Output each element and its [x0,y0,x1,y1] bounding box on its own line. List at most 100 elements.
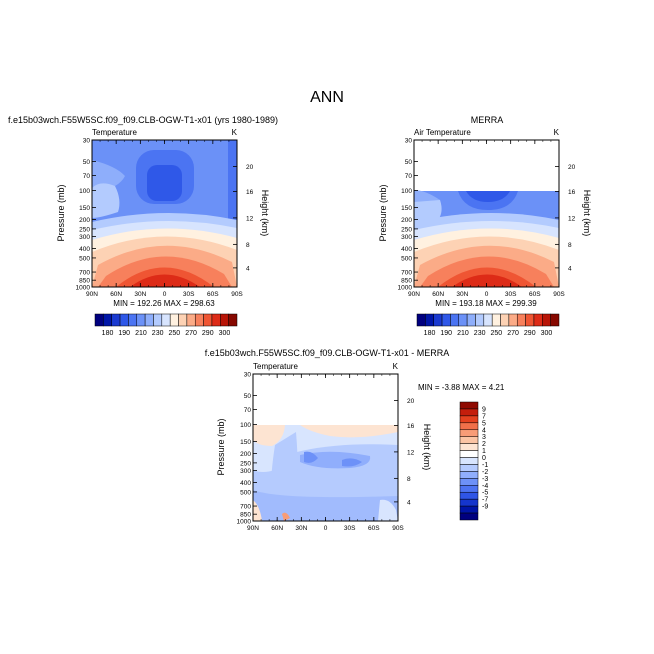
x-tick-label: 60S [529,291,541,298]
panel-diff-title: f.e15b03wch.F55W5SC.f09_f09.CLB-OGW-T1-x… [205,348,449,358]
p-tick-label: 50 [405,159,413,166]
panel-model-title: f.e15b03wch.F55W5SC.f09_f09.CLB-OGW-T1-x… [8,115,278,125]
colorbar-label: 180 [102,330,114,337]
colorbar-label: 7 [482,413,486,420]
x-tick-label: 90N [247,525,259,532]
km-tick-label: 12 [246,215,254,222]
colorbar-box [466,313,476,327]
panel-diff-ylabel: Pressure (mb) [216,418,226,475]
colorbar-label: 180 [424,330,436,337]
x-tick-label: 30N [295,525,307,532]
colorbar-label: 2 [482,441,486,448]
x-tick-label: 30S [505,291,517,298]
colorbar-box [525,313,535,327]
colorbar-box [459,464,479,472]
colorbar-label: 0 [482,455,486,462]
colorbar-box [144,313,154,327]
panel-diff-left-label: Temperature [253,362,298,371]
p-tick-label: 1000 [237,519,252,526]
x-tick-label: 90N [408,291,420,298]
colorbar-box [178,313,188,327]
colorbar-box [203,313,213,327]
x-tick-label: 30N [456,291,468,298]
colorbar-box [475,313,485,327]
p-tick-label: 500 [240,489,251,496]
x-tick-label: 60S [207,291,219,298]
p-tick-label: 700 [79,270,90,277]
p-tick-label: 700 [401,270,412,277]
panel-model: f.e15b03wch.F55W5SC.f09_f09.CLB-OGW-T1-x… [8,115,278,337]
p-tick-label: 850 [79,278,90,285]
colorbar-label: 190 [118,330,130,337]
colorbar-label: -4 [482,483,488,490]
km-tick-label: 20 [246,164,254,171]
colorbar-box [458,313,468,327]
panel-model-left-label: Temperature [92,128,137,137]
colorbar-box [459,443,479,451]
x-tick-label: 60N [110,291,122,298]
p-tick-label: 300 [240,468,251,475]
panel-model-ylabel: Pressure (mb) [56,184,66,241]
x-tick-label: 0 [485,291,489,298]
colorbar-label: 4 [482,427,486,434]
km-tick-label: 16 [568,189,576,196]
p-tick-label: 700 [240,504,251,511]
colorbar-box [459,408,479,417]
panel-diff: f.e15b03wch.F55W5SC.f09_f09.CLB-OGW-T1-x… [205,348,505,532]
colorbar-box [459,436,479,444]
p-tick-label: 30 [83,138,91,145]
km-tick-label: 4 [246,265,250,272]
x-tick-label: 30S [344,525,356,532]
colorbar-label: -1 [482,462,488,469]
colorbar-label: 5 [482,420,486,427]
colorbar-box [459,478,479,486]
panel-diff-right-label: K [393,362,399,371]
colorbar-box [491,313,501,327]
colorbar-box [433,313,443,327]
colorbar-box [459,457,479,465]
colorbar-label: 250 [491,330,503,337]
p-tick-label: 150 [240,439,251,446]
panel-model-right-label: K [232,128,238,137]
colorbar-label: 290 [524,330,536,337]
colorbar-box [500,313,510,327]
panel-model-colorbar: 180 190 210 230 250 270 290 300 [94,313,238,337]
p-tick-label: 70 [244,407,252,414]
colorbar-box [459,491,479,500]
colorbar-box [416,313,426,327]
colorbar-box [459,401,479,410]
colorbar-label: -3 [482,476,488,483]
colorbar-box [516,313,526,327]
colorbar-label: 250 [169,330,181,337]
p-tick-label: 50 [83,159,91,166]
colorbar-label: 9 [482,406,486,413]
p-tick-label: 400 [240,480,251,487]
colorbar-label: 270 [507,330,519,337]
colorbar-box [542,313,551,327]
panel-obs-title: MERRA [471,115,504,125]
colorbar-box [459,450,479,458]
colorbar-label: 210 [457,330,469,337]
p-tick-label: 300 [401,234,412,241]
p-tick-label: 70 [405,173,413,180]
p-tick-label: 1000 [76,285,91,292]
x-tick-label: 90S [392,525,404,532]
p-tick-label: 100 [79,188,90,195]
colorbar-box [220,313,229,327]
km-tick-label: 16 [407,423,415,430]
x-tick-label: 30N [134,291,146,298]
colorbar-label: 300 [219,330,231,337]
panel-model-ylabel-right: Height (km) [260,190,270,237]
panel-obs-ylabel: Pressure (mb) [378,184,388,241]
colorbar-box [459,415,479,424]
colorbar-box [459,485,479,493]
panel-obs-ylabel-right: Height (km) [582,190,592,237]
p-tick-label: 70 [83,173,91,180]
colorbar-label: 230 [152,330,164,337]
colorbar-label: -5 [482,490,488,497]
x-tick-label: 0 [324,525,328,532]
